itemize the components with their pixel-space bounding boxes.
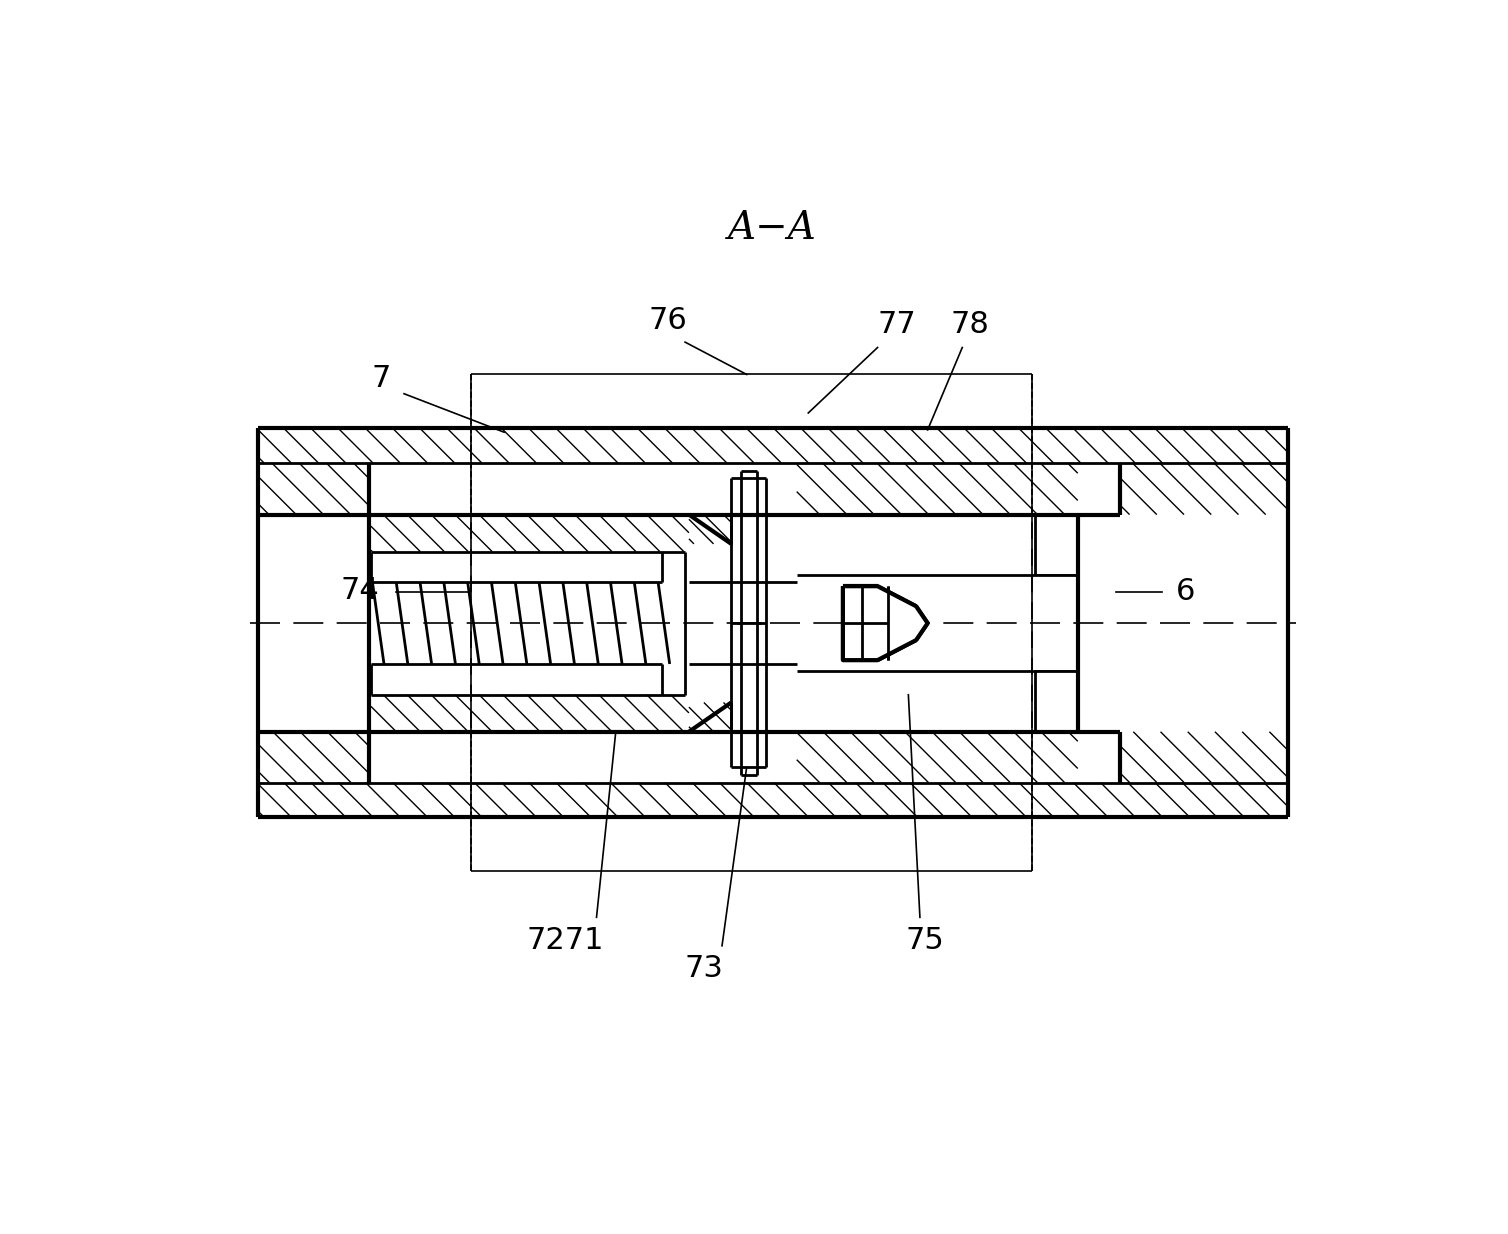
Text: 75: 75	[906, 926, 944, 955]
Text: 7: 7	[371, 364, 391, 392]
Text: 73: 73	[685, 954, 724, 983]
Text: 77: 77	[878, 310, 917, 339]
Text: 74: 74	[341, 575, 380, 605]
Text: A−A: A−A	[728, 210, 817, 247]
Polygon shape	[843, 586, 927, 660]
Text: 7271: 7271	[526, 926, 605, 955]
Text: 6: 6	[1176, 578, 1196, 606]
Text: 76: 76	[648, 306, 688, 336]
Text: 78: 78	[950, 310, 989, 339]
